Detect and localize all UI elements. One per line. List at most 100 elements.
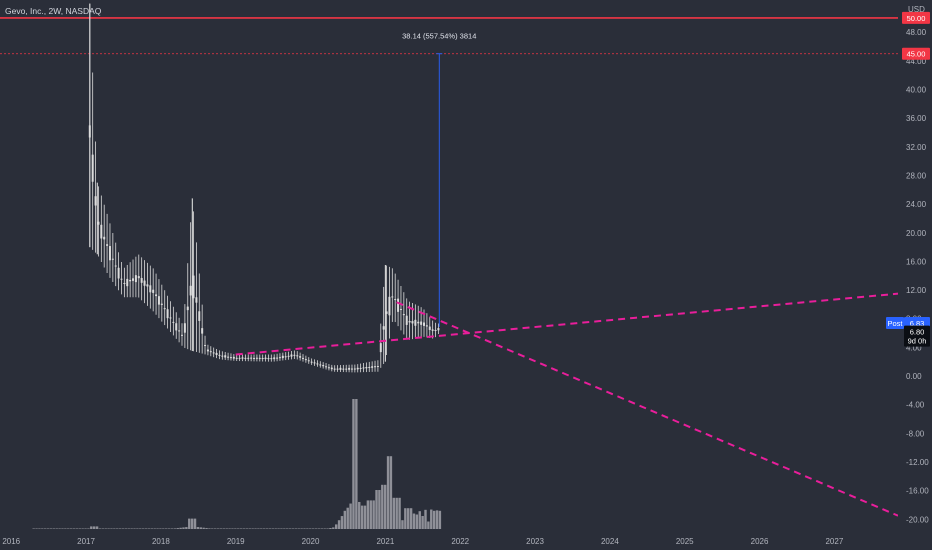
volume-bar	[193, 518, 197, 529]
candle-body	[206, 349, 209, 352]
volume-bar	[205, 528, 208, 529]
volume-bar	[75, 528, 79, 529]
volume-bar	[395, 497, 398, 529]
volume-bar	[404, 508, 407, 529]
candle-body	[428, 326, 431, 330]
volume-bar	[162, 528, 165, 529]
candle-body	[319, 364, 322, 366]
candle-body	[100, 224, 103, 239]
volume-bar	[386, 456, 390, 529]
volume-bar	[251, 528, 254, 529]
candle-body	[322, 365, 325, 367]
volume-bar	[32, 528, 35, 529]
x-axis-tick-label: 2023	[526, 537, 544, 546]
candle-body	[411, 321, 414, 324]
volume-bar	[363, 505, 367, 529]
candle-body	[160, 303, 163, 305]
candle-body	[218, 354, 221, 356]
last-price-value: 6.80	[910, 328, 925, 337]
volume-bar	[173, 528, 177, 529]
volume-bar	[360, 505, 364, 529]
candle-body	[166, 309, 169, 319]
volume-bar	[153, 528, 156, 529]
candle-body	[276, 357, 279, 359]
candle-body	[241, 357, 244, 359]
volume-bar	[213, 528, 217, 529]
volume-bar	[381, 484, 384, 529]
volume-bar	[303, 528, 306, 529]
volume-bar	[435, 510, 439, 529]
volume-bar	[242, 528, 246, 529]
volume-bar	[314, 528, 318, 529]
candle-body	[402, 314, 405, 316]
y-axis-tick-label: -4.00	[906, 401, 925, 410]
currency-label: USD	[908, 5, 925, 14]
volume-bar	[409, 508, 413, 529]
candle-body	[382, 326, 385, 330]
volume-bar	[334, 524, 338, 529]
volume-bar	[265, 528, 269, 529]
candle-body	[278, 357, 281, 359]
candle-body	[198, 311, 201, 321]
post-badge-label: Post	[887, 319, 903, 328]
y-axis-tick-label: 32.00	[906, 143, 927, 152]
candle-body	[126, 278, 129, 287]
candle-body	[195, 297, 198, 303]
y-axis-tick-label: 40.00	[906, 86, 927, 95]
volume-bar	[277, 528, 280, 529]
y-axis-tick-label: -20.00	[906, 515, 929, 524]
x-axis-tick-label: 2022	[451, 537, 469, 546]
candle-body	[178, 330, 181, 332]
volume-bar	[294, 528, 298, 529]
volume-bar	[98, 528, 102, 529]
candle-body	[345, 368, 348, 370]
candle-body	[232, 356, 235, 359]
volume-bar	[124, 528, 128, 529]
candle-body	[255, 357, 258, 359]
candle-body	[117, 267, 120, 279]
volume-bar	[61, 528, 64, 529]
volume-bar	[35, 528, 38, 529]
x-axis-tick-label: 2027	[825, 537, 843, 546]
volume-bar	[239, 528, 243, 529]
y-axis-tick-label: -8.00	[906, 429, 925, 438]
candle-body	[224, 355, 227, 358]
volume-bar	[260, 528, 263, 529]
volume-bar	[141, 528, 145, 529]
volume-bar	[355, 399, 358, 529]
volume-bar	[58, 528, 61, 529]
price-tag-50.00	[902, 11, 930, 24]
volume-bar	[211, 528, 214, 529]
last-price-tag	[904, 325, 930, 347]
volume-bar	[104, 528, 107, 529]
candle-body	[374, 366, 377, 368]
candle-body	[132, 278, 135, 281]
volume-bar	[43, 528, 47, 529]
volume-bar	[378, 490, 381, 529]
volume-bar	[332, 527, 335, 529]
post-badge	[886, 317, 904, 330]
volume-bar	[248, 528, 251, 529]
volume-bar	[280, 528, 283, 529]
measure-label: 38.14 (557.54%) 3814	[402, 32, 476, 41]
candle-body	[143, 280, 146, 286]
candle-body	[212, 352, 215, 354]
candle-body	[394, 299, 397, 301]
volume-bar	[49, 528, 53, 529]
candle-body	[94, 196, 97, 206]
volume-bar	[323, 528, 326, 529]
candle-body	[336, 368, 339, 370]
candle-body	[333, 368, 336, 370]
candle-body	[371, 366, 374, 368]
volume-bar	[398, 497, 401, 529]
candle-body	[284, 356, 287, 358]
candle-body	[209, 351, 212, 353]
candle-body	[91, 154, 94, 182]
volume-bar	[369, 500, 372, 529]
volume-bar	[430, 509, 433, 529]
volume-bar	[343, 510, 347, 529]
candle-body	[379, 343, 382, 353]
